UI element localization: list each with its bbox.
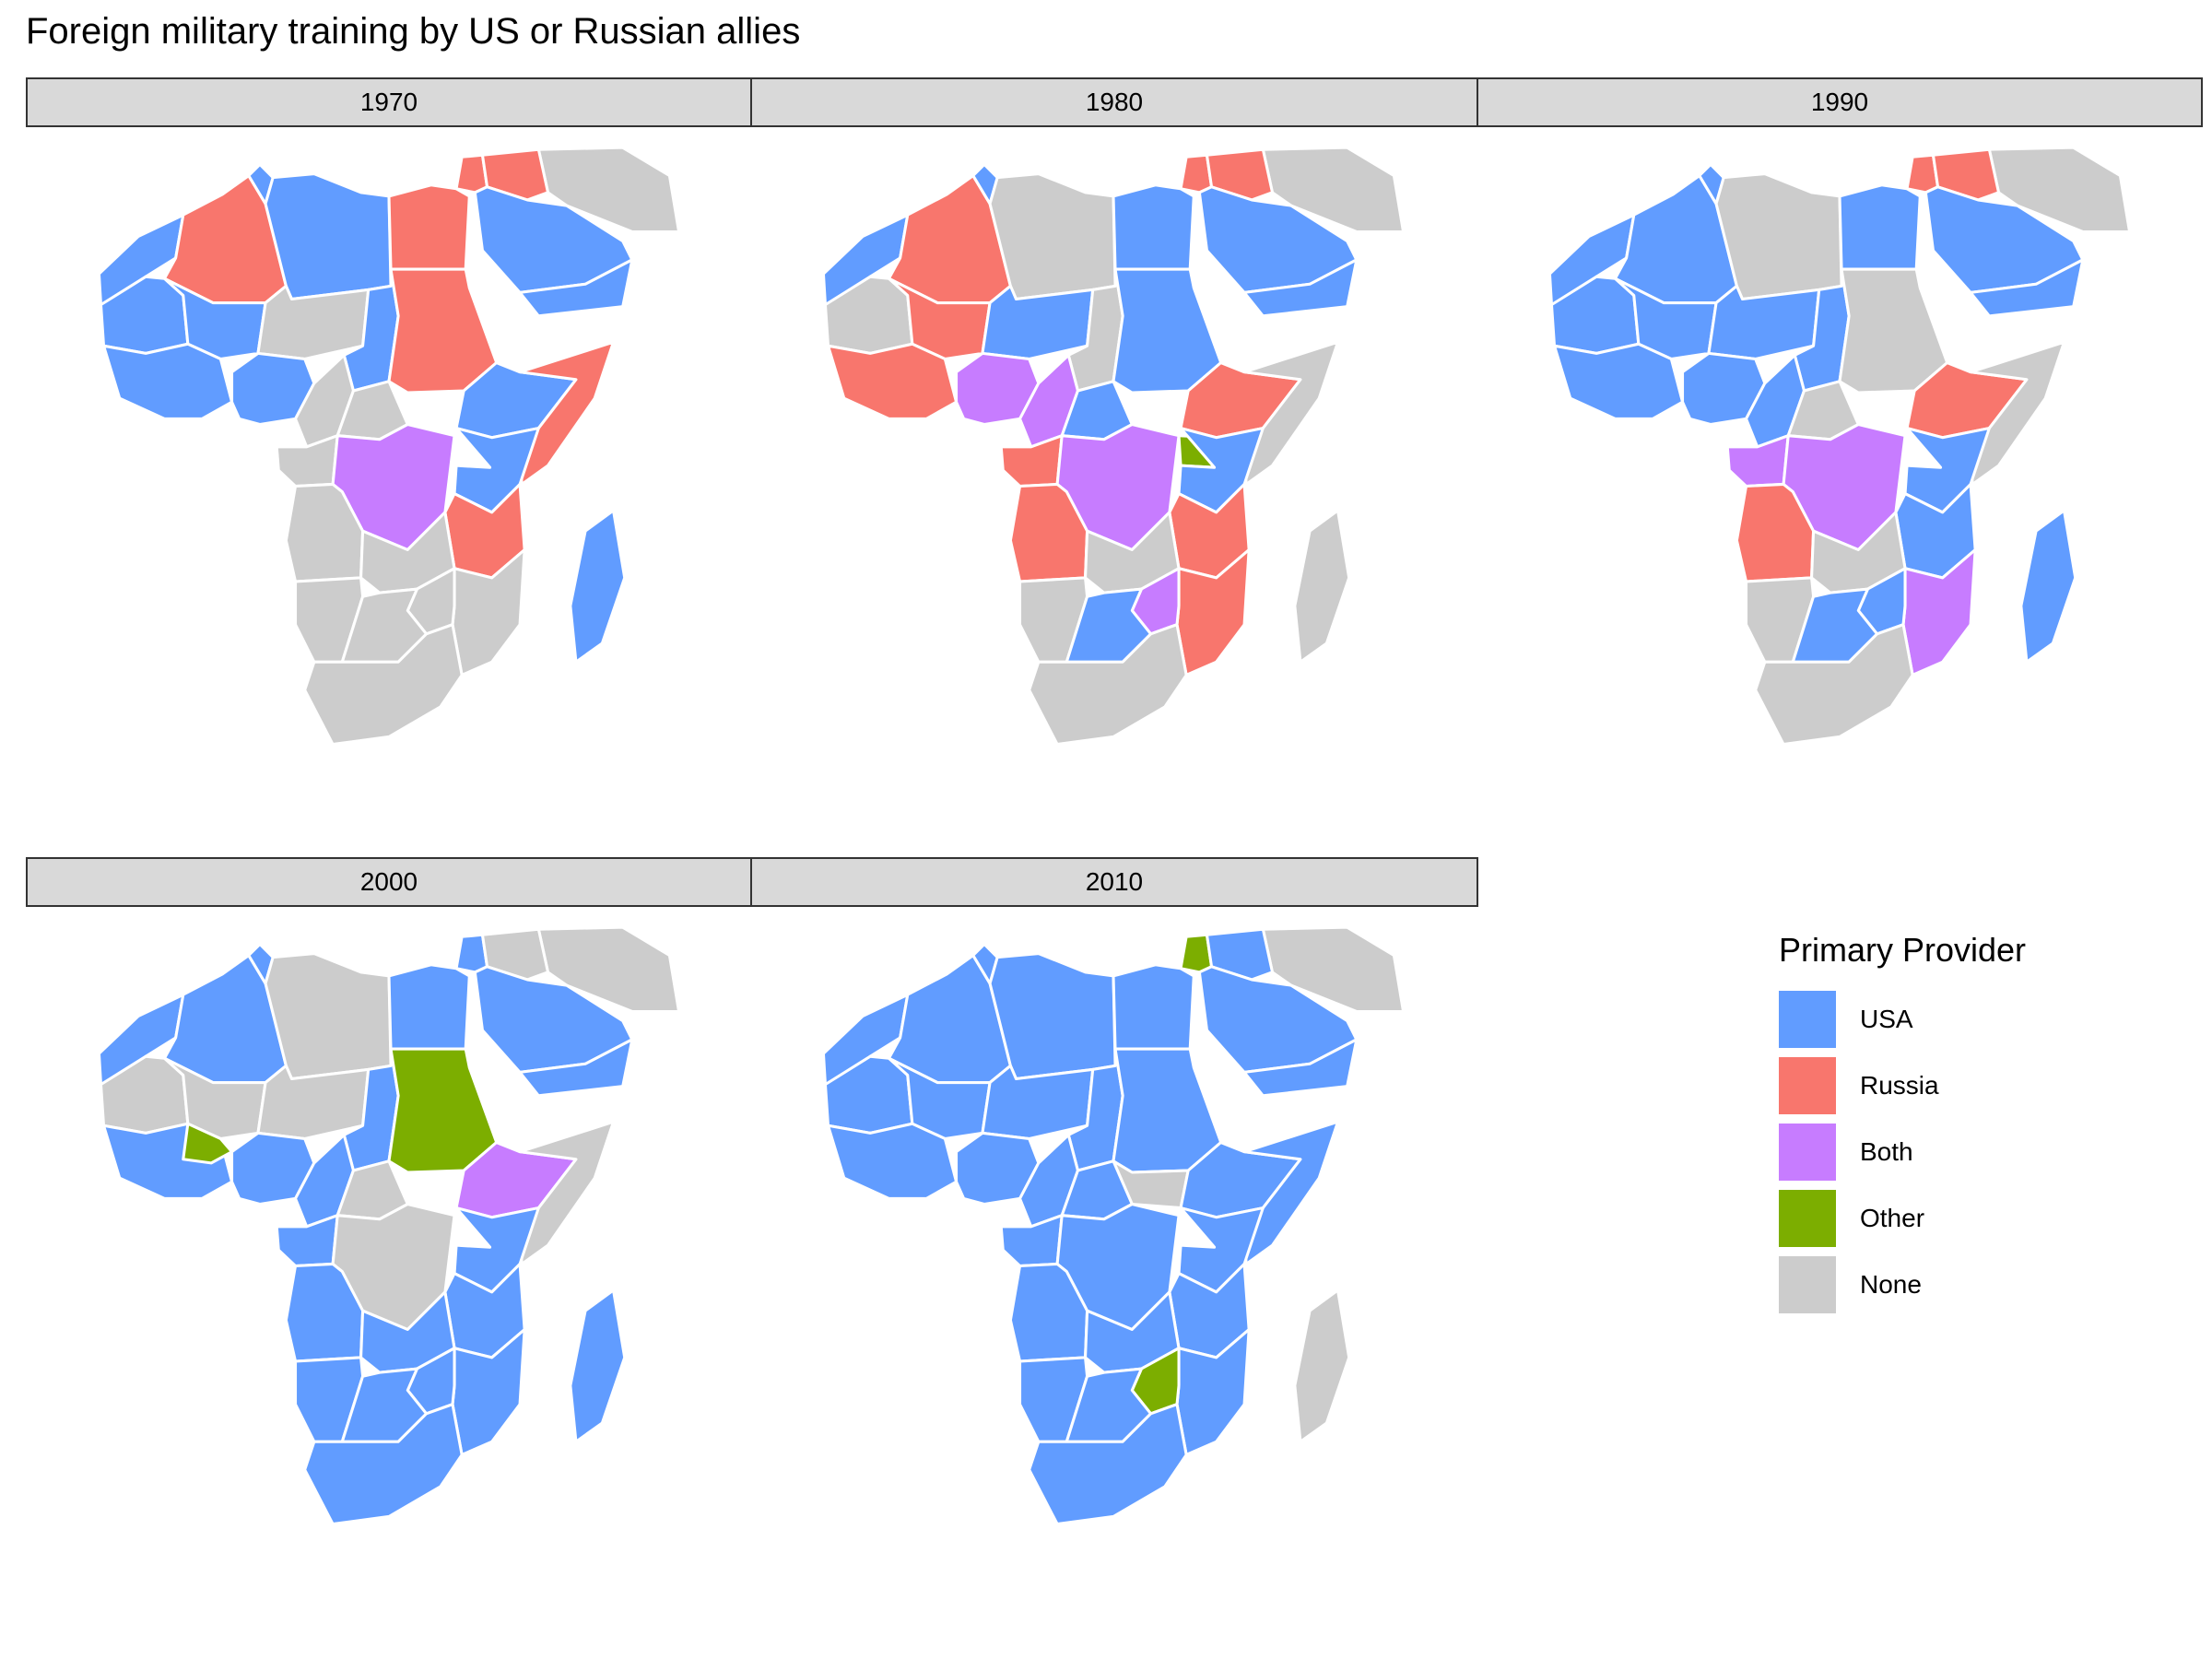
chart-title: Foreign military training by US or Russi… <box>26 11 801 52</box>
region-egypt <box>387 963 471 1051</box>
region-niger <box>256 284 371 360</box>
region-libya <box>988 952 1117 1081</box>
region-libya <box>264 952 393 1081</box>
legend-item-none: None <box>1779 1252 2026 1318</box>
region-iran <box>536 146 681 233</box>
africa-map-2000 <box>97 925 681 1526</box>
legend-swatch-both <box>1779 1124 1836 1181</box>
region-yemen <box>1242 258 1359 318</box>
region-iraq <box>1205 927 1275 982</box>
region-madagascar <box>569 1288 627 1443</box>
region-madagascar <box>1293 1288 1351 1443</box>
region-egypt <box>1838 183 1922 271</box>
legend-item-russia: Russia <box>1779 1053 2026 1119</box>
legend-swatch-none <box>1779 1256 1836 1313</box>
region-madagascar <box>2019 509 2077 664</box>
region-egypt <box>1112 183 1195 271</box>
region-iraq <box>1205 147 1275 202</box>
region-mali <box>162 276 267 360</box>
region-yemen <box>1969 258 2085 318</box>
region-iran <box>1261 146 1406 233</box>
region-south-africa <box>1028 623 1188 747</box>
region-arabia <box>473 185 634 294</box>
region-mali <box>162 1056 267 1140</box>
region-yemen <box>518 258 634 318</box>
region-sudan <box>1838 267 1949 394</box>
africa-map-2010 <box>821 925 1406 1526</box>
region-iraq <box>480 927 550 982</box>
legend-label-usa: USA <box>1860 1005 1913 1033</box>
region-arabia <box>1197 185 1359 294</box>
region-somalia <box>1969 340 2066 486</box>
region-sudan <box>387 1047 499 1174</box>
region-south-africa <box>303 1403 464 1526</box>
region-niger <box>1707 284 1821 360</box>
legend-label-russia: Russia <box>1860 1071 1939 1100</box>
map-panel-1970 <box>29 138 748 774</box>
map-panel-2000 <box>29 918 748 1554</box>
region-south-africa <box>1754 623 1914 747</box>
region-iran <box>1987 146 2132 233</box>
facet-strip-2010: 2010 <box>750 857 1478 907</box>
region-egypt <box>1112 963 1195 1051</box>
map-panel-2010 <box>754 918 1473 1554</box>
region-niger <box>981 284 1095 360</box>
legend-swatch-russia <box>1779 1057 1836 1114</box>
region-iran <box>536 925 681 1013</box>
region-west-coast <box>1552 342 1685 420</box>
region-sudan <box>1112 267 1223 394</box>
region-west-coast <box>826 342 959 420</box>
region-egypt <box>387 183 471 271</box>
region-south-africa <box>1028 1403 1188 1526</box>
region-somalia <box>518 1120 616 1265</box>
region-mali <box>887 276 992 360</box>
africa-map-1980 <box>821 146 1406 747</box>
region-sudan <box>1112 1047 1223 1174</box>
legend-swatch-other <box>1779 1190 1836 1247</box>
legend-title: Primary Provider <box>1779 931 2027 969</box>
region-arabia <box>1197 965 1359 1074</box>
region-iraq <box>480 147 550 202</box>
legend-label-other: Other <box>1860 1204 1925 1232</box>
legend-label-both: Both <box>1860 1137 1913 1166</box>
region-arabia <box>473 965 634 1074</box>
region-south-africa <box>303 623 464 747</box>
region-burkina <box>182 1122 234 1165</box>
region-somalia <box>518 340 616 486</box>
region-niger <box>981 1064 1095 1140</box>
region-yemen <box>1242 1038 1359 1098</box>
africa-map-1990 <box>1547 146 2132 747</box>
facet-strip-1990: 1990 <box>1477 77 2203 127</box>
map-panel-1980 <box>754 138 1473 774</box>
facet-strip-1980: 1980 <box>750 77 1478 127</box>
region-yemen <box>518 1038 634 1098</box>
region-libya <box>988 172 1117 301</box>
legend-item-other: Other <box>1779 1185 2026 1252</box>
region-libya <box>1714 172 1843 301</box>
region-west-coast <box>101 342 234 420</box>
legend: Primary Provider USA Russia Both Other N… <box>1779 931 2026 1318</box>
region-arabia <box>1924 185 2085 294</box>
legend-item-both: Both <box>1779 1119 2026 1185</box>
region-somalia <box>1242 340 1340 486</box>
legend-swatch-usa <box>1779 991 1836 1048</box>
africa-map-1970 <box>97 146 681 747</box>
region-madagascar <box>1293 509 1351 664</box>
region-mali <box>887 1056 992 1140</box>
region-west-coast <box>826 1122 959 1200</box>
legend-label-none: None <box>1860 1270 1922 1299</box>
region-somalia <box>1242 1120 1340 1265</box>
region-sudan <box>387 267 499 394</box>
region-mali <box>1613 276 1718 360</box>
region-iraq <box>1931 147 2001 202</box>
region-madagascar <box>569 509 627 664</box>
region-libya <box>264 172 393 301</box>
legend-item-usa: USA <box>1779 986 2026 1053</box>
map-panel-1990 <box>1480 138 2199 774</box>
facet-strip-1970: 1970 <box>26 77 752 127</box>
region-iran <box>1261 925 1406 1013</box>
facet-strip-2000: 2000 <box>26 857 752 907</box>
region-niger <box>256 1064 371 1140</box>
